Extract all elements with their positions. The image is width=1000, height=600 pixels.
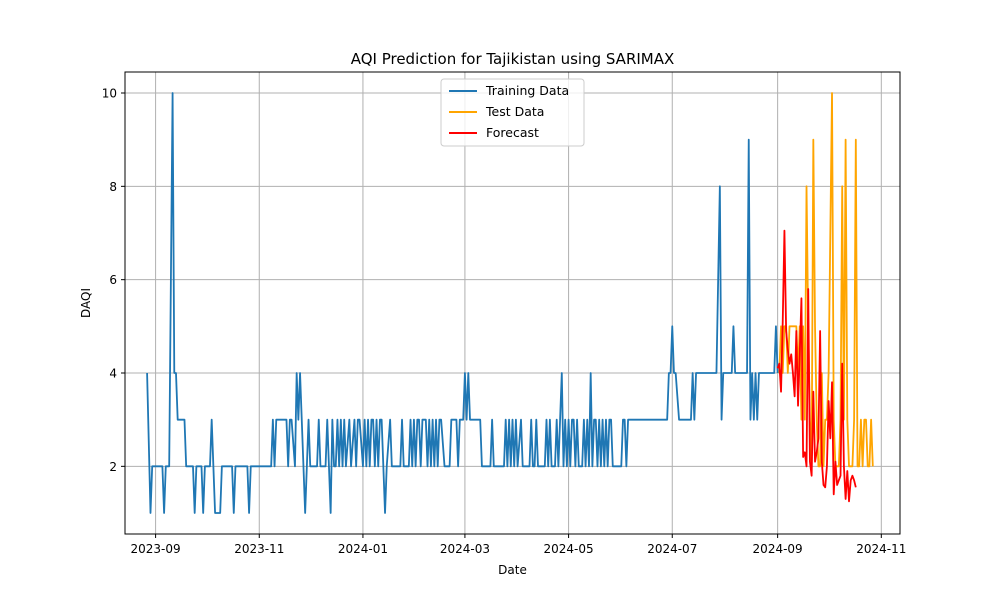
x-tick-label: 2024-01 <box>338 542 388 556</box>
training-data-line <box>146 92 779 514</box>
x-tick-label: 2024-07 <box>647 542 697 556</box>
forecast-line <box>776 229 857 503</box>
legend-label-forecast: Forecast <box>486 125 539 140</box>
x-tick-label: 2024-05 <box>544 542 594 556</box>
x-tick-label: 2023-09 <box>131 542 181 556</box>
chart-title: AQI Prediction for Tajikistan using SARI… <box>351 50 675 68</box>
y-tick-label: 2 <box>109 460 117 474</box>
series-layer <box>146 92 874 514</box>
legend-box <box>440 78 585 147</box>
y-tick-label: 8 <box>109 180 117 194</box>
y-tick-label: 6 <box>109 273 117 287</box>
x-tick-label: 2024-09 <box>753 542 803 556</box>
x-tick-label: 2023-11 <box>234 542 284 556</box>
legend-label-training: Training Data <box>485 83 569 98</box>
plot-area-frame <box>124 71 901 535</box>
legend: Training Data Test Data Forecast <box>440 78 585 147</box>
ticks: 2023-09 2023-11 2024-01 2024-03 2024-05 2024-… <box>102 87 907 557</box>
x-tick-label: 2024-03 <box>440 542 490 556</box>
x-axis-title: Date <box>498 563 527 577</box>
x-tick-label: 2024-11 <box>856 542 906 556</box>
y-tick-label: 10 <box>102 87 117 101</box>
y-tick-label: 4 <box>109 367 117 381</box>
legend-label-test: Test Data <box>485 104 544 119</box>
y-axis-title: DAQI <box>79 288 93 318</box>
